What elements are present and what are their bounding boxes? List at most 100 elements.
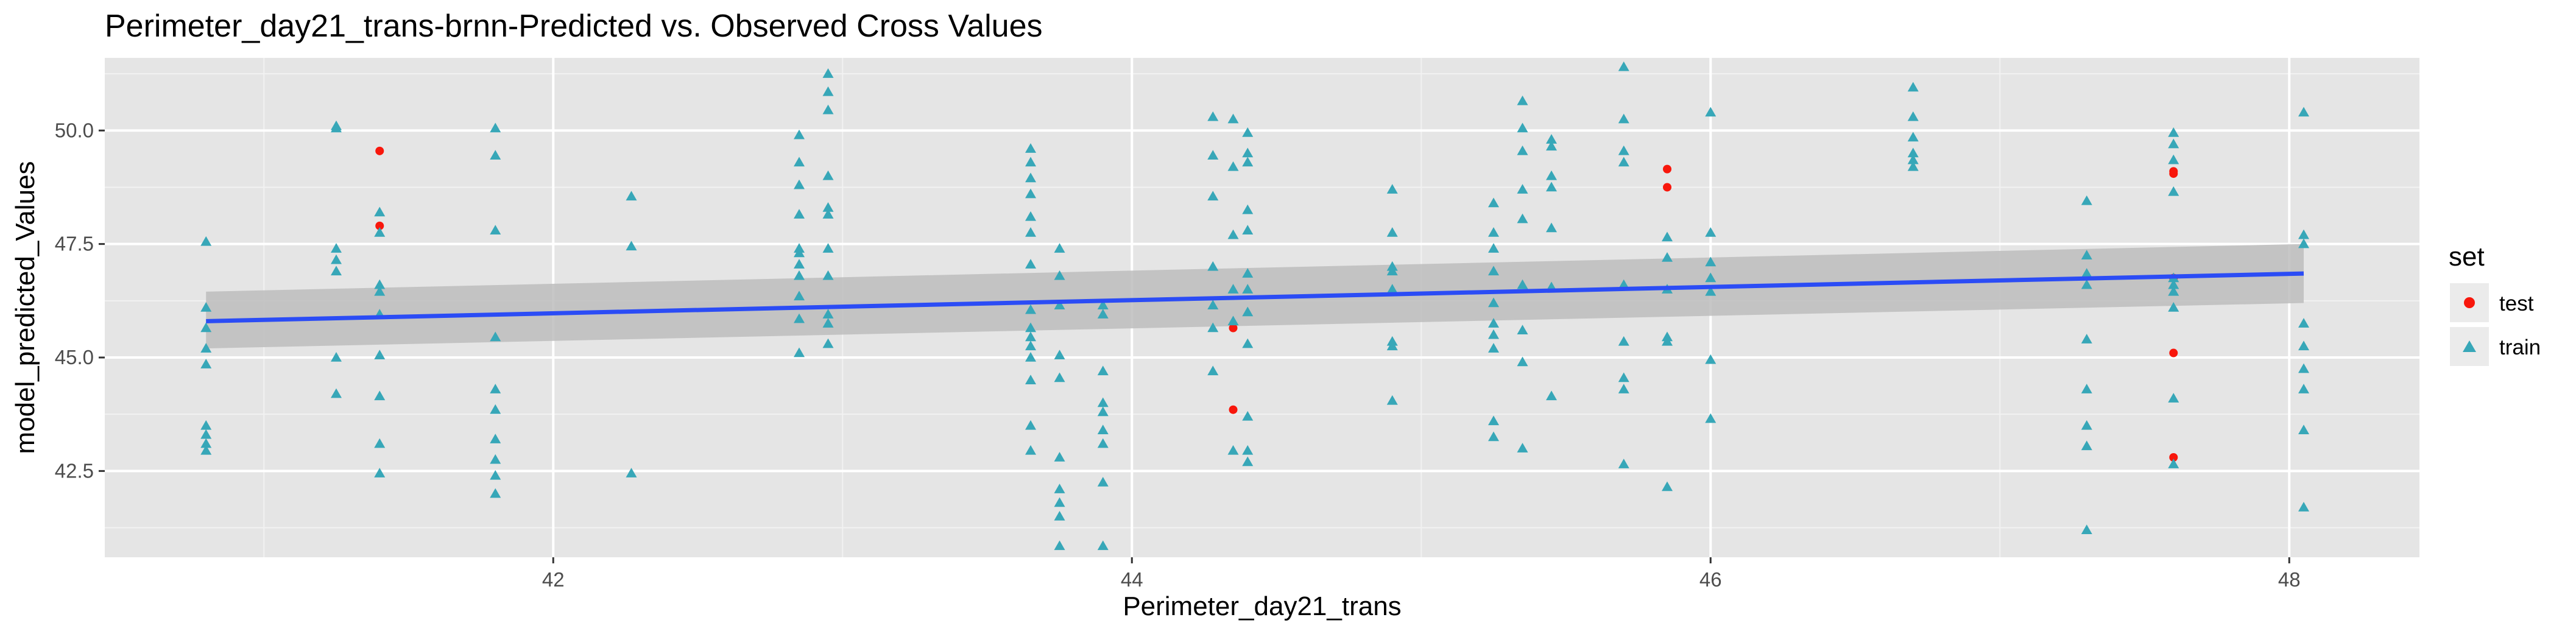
train-point [1227,161,1239,171]
train-point [2081,250,2092,260]
test-point [2169,453,2178,462]
train-point [1025,227,1036,237]
train-point [1386,395,1398,405]
train-point [1618,384,1629,393]
train-point [1227,229,1239,239]
train-point [2168,286,2179,296]
train-point [1242,338,1254,348]
train-point [1054,350,1065,360]
train-point [1517,325,1528,335]
train-point [822,104,834,114]
train-point [822,202,834,212]
train-point [1546,134,1557,144]
train-point [794,157,805,167]
train-point [1242,284,1254,294]
trend-line [206,271,2304,323]
train-point [1242,157,1254,167]
train-point [1227,113,1239,124]
train-point [2168,393,2179,403]
train-point [1207,300,1219,310]
train-point [2168,302,2179,312]
x-axis: 42 44 46 48 [542,557,2301,591]
train-point [490,150,501,160]
train-point [626,241,637,251]
y-tick-label: 45.0 [55,346,94,368]
train-point [1488,243,1499,253]
train-point [200,445,212,455]
train-point [1025,143,1036,153]
train-point [1207,365,1219,376]
train-point [822,209,834,219]
train-point [1618,279,1629,289]
y-tick-label: 42.5 [55,459,94,482]
train-point [1386,184,1398,194]
y-tick-label: 47.5 [55,233,94,255]
train-point [1054,484,1065,493]
train-point [374,279,386,289]
series-test [375,146,2178,462]
train-point [1054,300,1065,310]
train-point [1618,113,1629,124]
train-point [1488,343,1499,353]
train-point [1242,306,1254,317]
train-point [374,286,386,296]
x-axis-title: Perimeter_day21_trans [1123,591,1401,621]
train-point [1097,406,1109,417]
train-point [2081,279,2092,289]
train-point [1386,284,1398,294]
train-point [200,236,212,246]
train-point [490,331,501,342]
train-point [1025,259,1036,269]
train-point [1097,424,1109,435]
train-point [1618,157,1629,167]
train-point [1907,82,1919,92]
train-point [1097,300,1109,310]
train-point [2168,154,2179,164]
train-point [2298,363,2309,373]
train-point [2298,238,2309,248]
train-point [1054,270,1065,280]
train-point [490,434,501,443]
legend-label-train: train [2499,336,2541,359]
train-point [1054,452,1065,462]
y-tick-label: 50.0 [55,119,94,141]
train-point [1227,284,1239,294]
test-point [1229,405,1238,414]
y-axis: 42.5 45.0 47.5 50.0 [55,119,105,482]
train-point [794,179,805,189]
train-point [200,343,212,353]
train-point [2081,195,2092,205]
train-point [1242,268,1254,278]
train-point [822,243,834,253]
legend-train-marker [2463,340,2476,352]
train-point [1517,279,1528,289]
train-point [1025,322,1036,333]
train-point [2298,384,2309,393]
train-point [1488,415,1499,426]
train-point [1227,315,1239,326]
train-point [1546,170,1557,180]
train-point [1025,211,1036,221]
train-point [1705,227,1717,237]
chart-title: Perimeter_day21_trans-brnn-Predicted vs.… [105,9,1043,44]
train-point [1488,197,1499,208]
train-point [1705,272,1717,283]
train-point [490,470,501,480]
x-tick-label: 48 [2278,568,2301,591]
train-point [1097,540,1109,551]
train-point [822,270,834,280]
train-point [794,209,805,219]
train-point [1618,61,1629,71]
train-point [1517,356,1528,367]
train-point [1488,227,1499,237]
train-point [374,438,386,448]
train-point [1025,188,1036,199]
train-point [374,468,386,477]
train-point [2168,138,2179,149]
train-point [2081,420,2092,430]
train-point [1207,322,1219,333]
train-point [794,347,805,358]
train-point [1546,222,1557,233]
train-point [1517,122,1528,133]
x-tick-label: 44 [1121,568,1143,591]
